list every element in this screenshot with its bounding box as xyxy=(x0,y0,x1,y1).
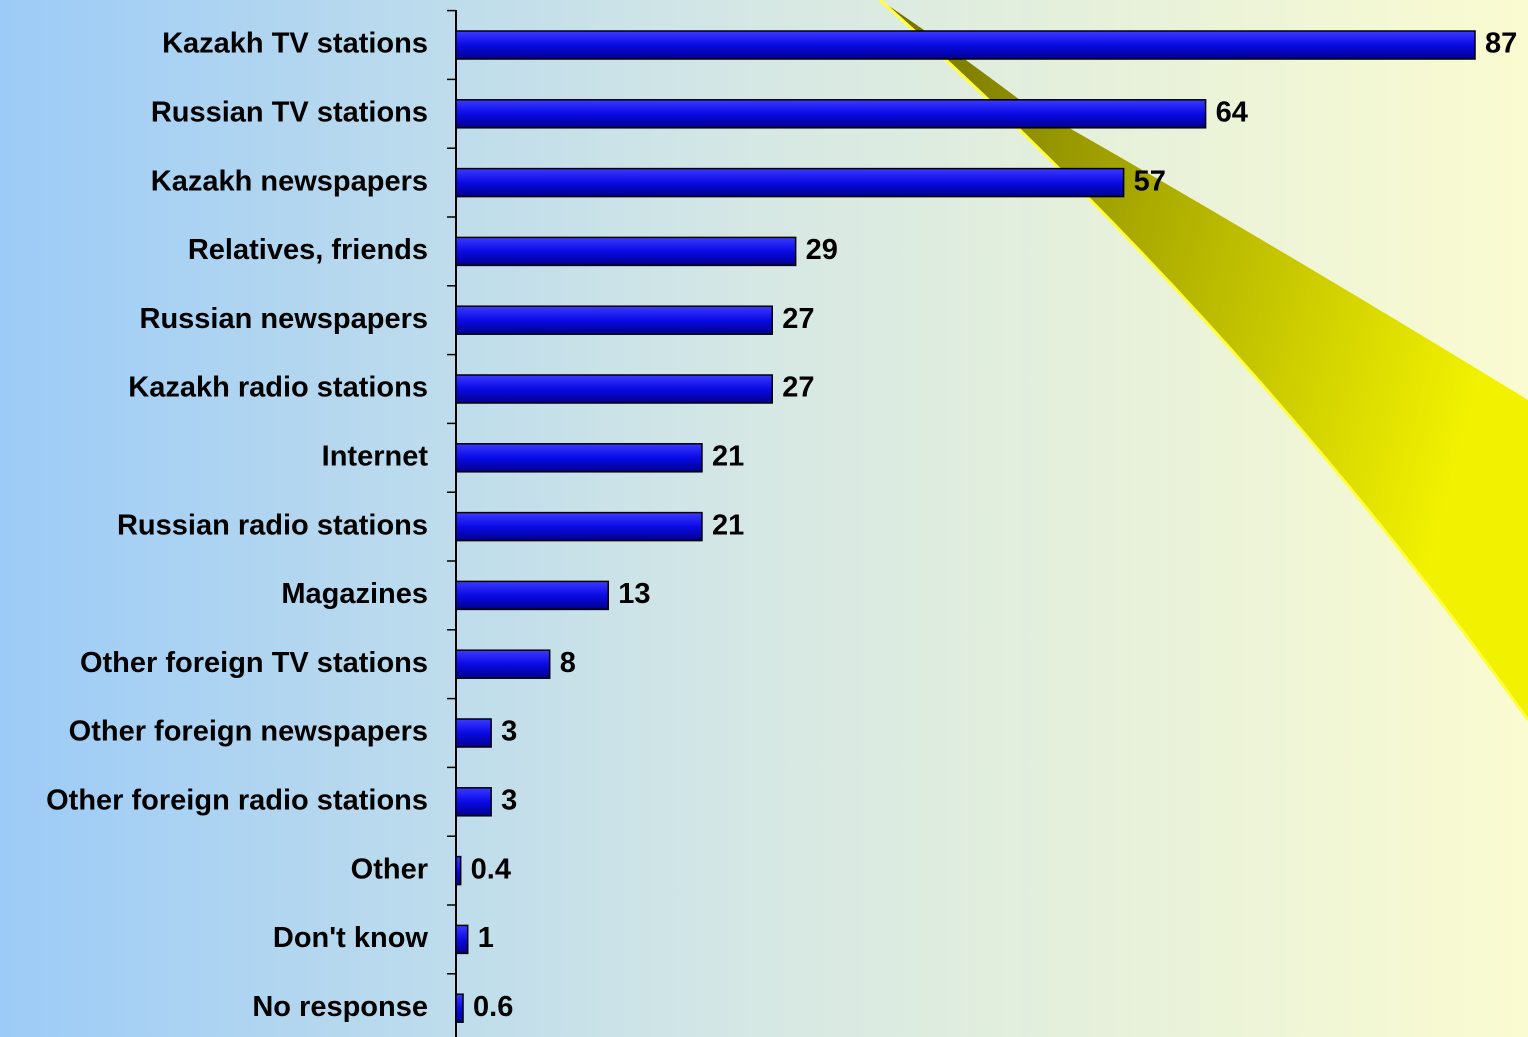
bar xyxy=(455,374,773,404)
bar xyxy=(455,236,797,267)
y-tick-label: Kazakh newspapers xyxy=(151,165,428,197)
value-label: 29 xyxy=(806,234,838,266)
y-tick-label: Don't know xyxy=(273,922,429,954)
y-tick-label: Magazines xyxy=(281,578,428,610)
bar xyxy=(455,787,492,817)
value-label: 87 xyxy=(1485,28,1517,60)
value-label: 27 xyxy=(782,372,814,404)
value-label: 0.6 xyxy=(473,991,513,1023)
decor-swoosh-edge xyxy=(879,0,1528,721)
y-tick-label: Internet xyxy=(322,440,429,472)
y-tick-label: Kazakh TV stations xyxy=(162,28,428,60)
value-label: 13 xyxy=(618,578,650,610)
value-label: 57 xyxy=(1134,165,1166,197)
bar xyxy=(455,511,703,542)
bar xyxy=(455,855,462,886)
y-tick-label: Other foreign newspapers xyxy=(69,716,428,748)
value-label: 1 xyxy=(478,922,494,954)
bar xyxy=(455,30,1476,60)
y-tick-label: Russian TV stations xyxy=(151,96,428,128)
value-label: 64 xyxy=(1216,96,1248,128)
y-tick-label: Russian radio stations xyxy=(117,509,428,541)
bar xyxy=(455,718,492,748)
y-tick-label: Kazakh radio stations xyxy=(128,372,428,404)
bar xyxy=(455,924,469,955)
value-label: 21 xyxy=(712,509,744,541)
value-label: 0.4 xyxy=(471,853,511,885)
bar xyxy=(455,99,1207,129)
decor-swoosh xyxy=(880,0,1528,720)
y-tick-label: No response xyxy=(252,991,428,1023)
bar xyxy=(455,993,464,1023)
value-label: 3 xyxy=(501,716,517,748)
value-label: 8 xyxy=(560,647,576,679)
bar xyxy=(455,305,773,335)
bar xyxy=(455,649,551,679)
value-label: 3 xyxy=(501,784,517,816)
y-tick-label: Other xyxy=(351,853,428,885)
bar xyxy=(455,167,1125,198)
value-label: 21 xyxy=(712,440,744,472)
value-label: 27 xyxy=(782,303,814,335)
y-tick-label: Relatives, friends xyxy=(188,234,428,266)
bar xyxy=(455,580,610,611)
bar xyxy=(455,443,703,473)
y-tick-label: Russian newspapers xyxy=(140,303,429,335)
y-tick-label: Other foreign radio stations xyxy=(46,784,428,816)
y-tick-label: Other foreign TV stations xyxy=(80,647,428,679)
